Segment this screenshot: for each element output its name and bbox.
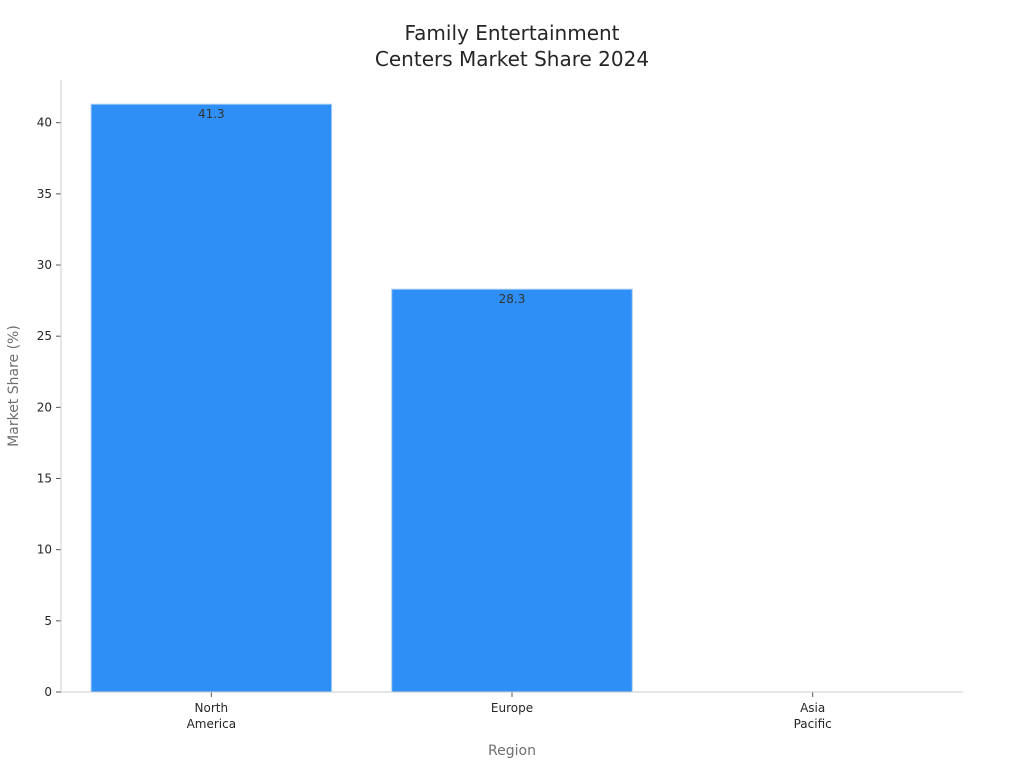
chart-title: Family Entertainment Centers Market Shar… [375,21,649,71]
y-tick-label: 25 [37,329,52,343]
y-tick-label: 5 [44,614,52,628]
y-tick-label: 40 [37,116,52,130]
bar-value-label: 28.3 [499,292,526,306]
y-axis-label: Market Share (%) [6,325,22,447]
x-tick-label: Pacific [794,717,832,731]
y-tick-label: 30 [37,258,52,272]
bar [391,288,633,693]
y-tick-label: 10 [37,543,52,557]
bar-value-label: 41.3 [198,107,225,121]
y-tick-label: 35 [37,187,52,201]
x-tick-label: America [187,717,237,731]
x-tick-label: Europe [491,701,533,715]
y-tick-label: 0 [44,685,52,699]
chart-title-line-1: Family Entertainment [404,21,619,45]
plot-area: 41.3 North America 28.3 Europe Asia Pacific 0 5 1… [37,80,963,731]
chart-title-line-2: Centers Market Share 2024 [375,47,649,71]
y-tick-label: 20 [37,400,52,414]
x-tick-label: Asia [800,701,825,715]
x-axis-label: Region [488,743,536,759]
bar [90,103,333,693]
x-tick-label: North [195,701,229,715]
y-tick-label: 15 [37,472,52,486]
